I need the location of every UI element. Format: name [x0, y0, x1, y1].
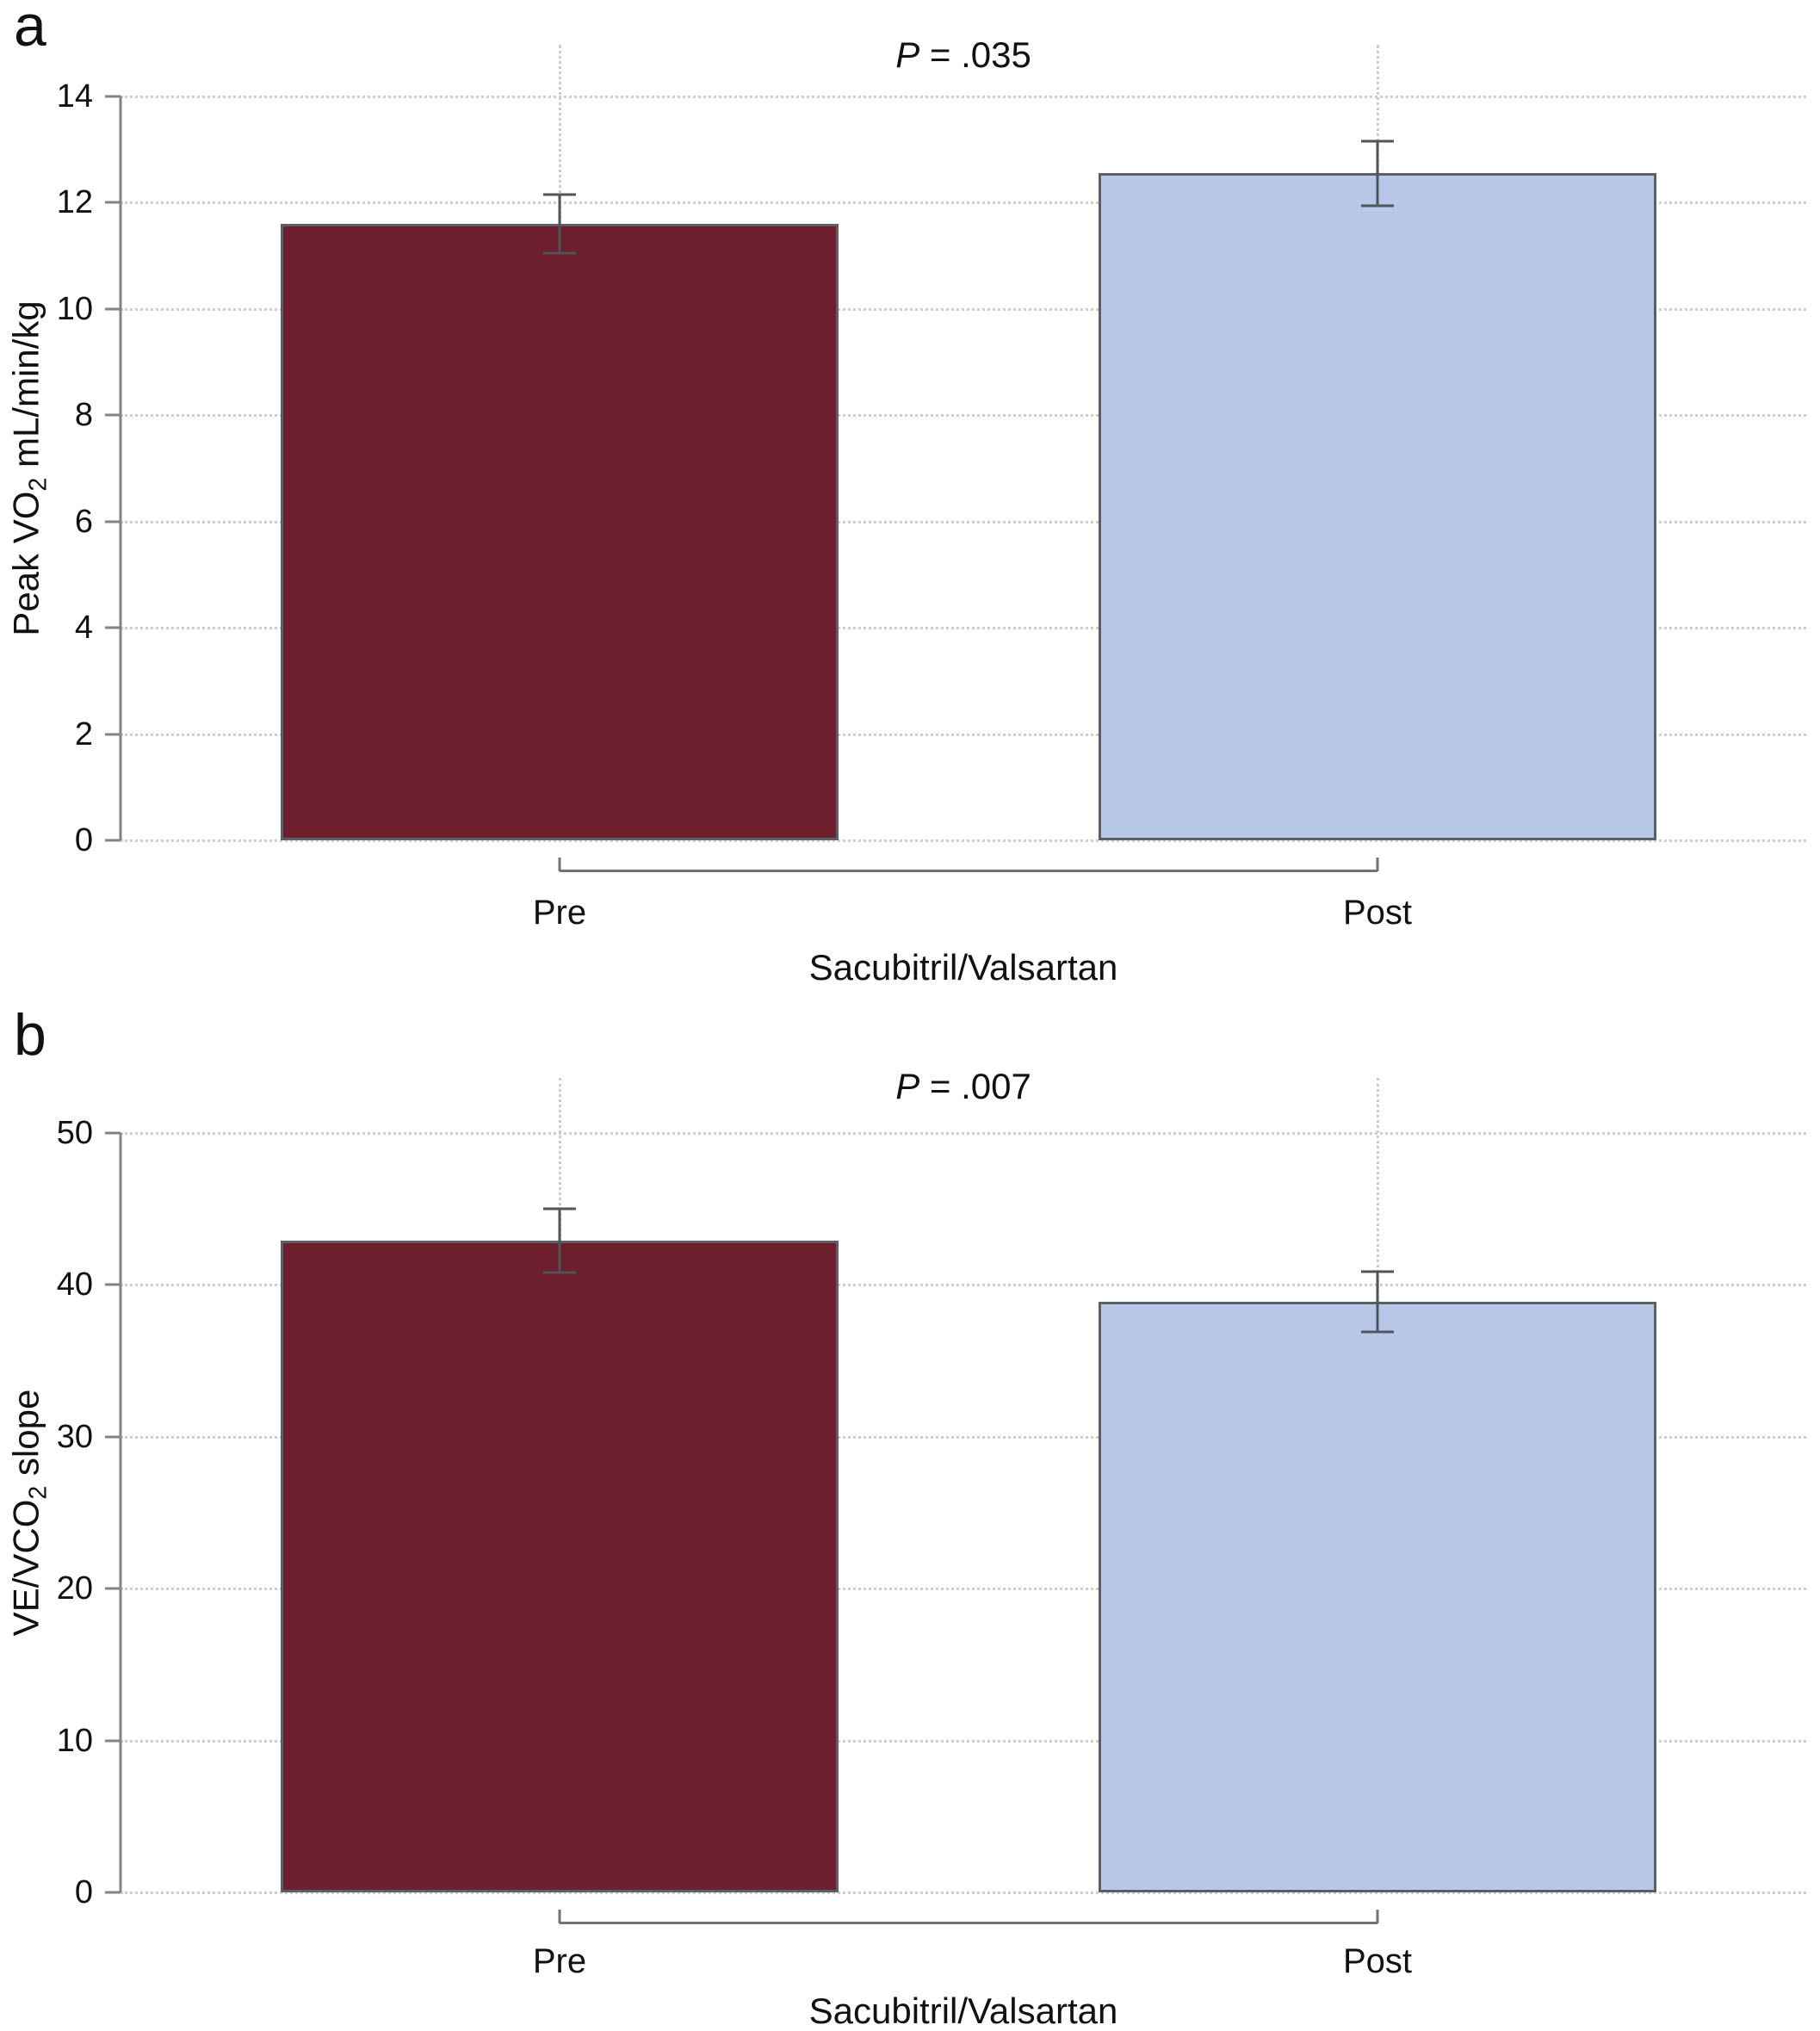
y-axis-tick [105, 95, 121, 98]
y-axis-tick [105, 1131, 121, 1135]
y-axis-tick [105, 1435, 121, 1439]
horizontal-gridline [121, 1739, 1806, 1743]
panel-a-xlabel: Sacubitril/Valsartan [808, 947, 1118, 988]
horizontal-gridline [121, 627, 1806, 630]
pvalue-symbol: P [895, 1066, 920, 1106]
error-bar-cap-top [1361, 1270, 1394, 1273]
y-axis-tick [105, 626, 121, 629]
y-axis-tick [105, 839, 121, 842]
y-tick-label: 14 [56, 78, 93, 115]
panel-a-letter: a [14, 0, 46, 59]
x-axis-bracket [560, 1922, 1377, 1924]
pvalue-symbol: P [895, 34, 920, 75]
y-axis-line [119, 1133, 122, 1892]
bar-post [1099, 173, 1656, 840]
y-tick-label: 8 [74, 397, 93, 434]
y-axis-tick [105, 1739, 121, 1743]
panel-b-pvalue: P = .007 [895, 1066, 1031, 1107]
y-tick-label: 40 [56, 1266, 93, 1303]
y-tick-label: 12 [56, 184, 93, 221]
pvalue-text: = .035 [919, 34, 1031, 75]
y-tick-label: 50 [56, 1115, 93, 1151]
y-axis-tick [105, 1587, 121, 1590]
y-axis-tick [105, 1283, 121, 1286]
error-bar-cap-top [543, 193, 576, 196]
category-label-pre: Pre [532, 1942, 587, 1980]
horizontal-gridline [121, 733, 1806, 736]
bar-pre [281, 224, 839, 840]
bar-post [1099, 1301, 1656, 1892]
error-bar-cap-top [543, 1207, 576, 1211]
x-axis-bracket-tick-right [1376, 1910, 1379, 1923]
y-axis-tick [105, 413, 121, 417]
y-axis-tick [105, 520, 121, 523]
horizontal-gridline [121, 307, 1806, 311]
error-bar-cap-top [1361, 139, 1394, 143]
y-axis-tick [105, 201, 121, 204]
category-label-pre: Pre [532, 894, 587, 932]
horizontal-gridline [121, 414, 1806, 418]
horizontal-gridline [121, 1892, 1806, 1894]
horizontal-gridline [121, 201, 1806, 205]
error-bar-line [558, 1209, 561, 1273]
error-bar-line [558, 195, 561, 254]
bar-pre [281, 1241, 839, 1892]
y-tick-label: 6 [74, 503, 93, 540]
y-tick-label: 0 [74, 822, 93, 858]
y-tick-label: 10 [56, 290, 93, 327]
y-tick-label: 20 [56, 1570, 93, 1607]
error-bar-cap-bottom [543, 1271, 576, 1274]
horizontal-gridline [121, 1284, 1806, 1287]
error-bar-cap-bottom [1361, 1330, 1394, 1334]
y-tick-label: 0 [74, 1874, 93, 1910]
y-tick-label: 30 [56, 1418, 93, 1455]
x-axis-bracket-tick-left [558, 858, 561, 871]
error-bar-cap-bottom [543, 251, 576, 255]
panel-b-letter: b [14, 1002, 46, 1068]
y-tick-label: 10 [56, 1722, 93, 1759]
error-bar-line [1376, 141, 1379, 206]
y-tick-label: 2 [74, 715, 93, 752]
x-axis-bracket-tick-right [1376, 858, 1379, 871]
y-tick-label: 4 [74, 610, 93, 647]
error-bar-line [1376, 1271, 1379, 1333]
horizontal-gridline [121, 520, 1806, 523]
horizontal-gridline [121, 96, 1806, 98]
x-axis-bracket-tick-left [558, 1910, 561, 1923]
panel-a-pvalue: P = .035 [895, 34, 1031, 76]
error-bar-cap-bottom [1361, 204, 1394, 207]
category-label-post: Post [1342, 1942, 1413, 1980]
y-axis-tick [105, 307, 121, 311]
x-axis-bracket [560, 870, 1377, 872]
horizontal-gridline [121, 839, 1806, 842]
y-axis-tick [105, 1891, 121, 1894]
y-axis-line [119, 96, 122, 840]
y-axis-tick [105, 733, 121, 736]
horizontal-gridline [121, 1132, 1806, 1135]
category-label-post: Post [1342, 894, 1413, 932]
pvalue-text: = .007 [919, 1066, 1031, 1106]
horizontal-gridline [121, 1588, 1806, 1591]
horizontal-gridline [121, 1435, 1806, 1439]
panel-b-xlabel: Sacubitril/Valsartan [808, 1991, 1118, 2031]
